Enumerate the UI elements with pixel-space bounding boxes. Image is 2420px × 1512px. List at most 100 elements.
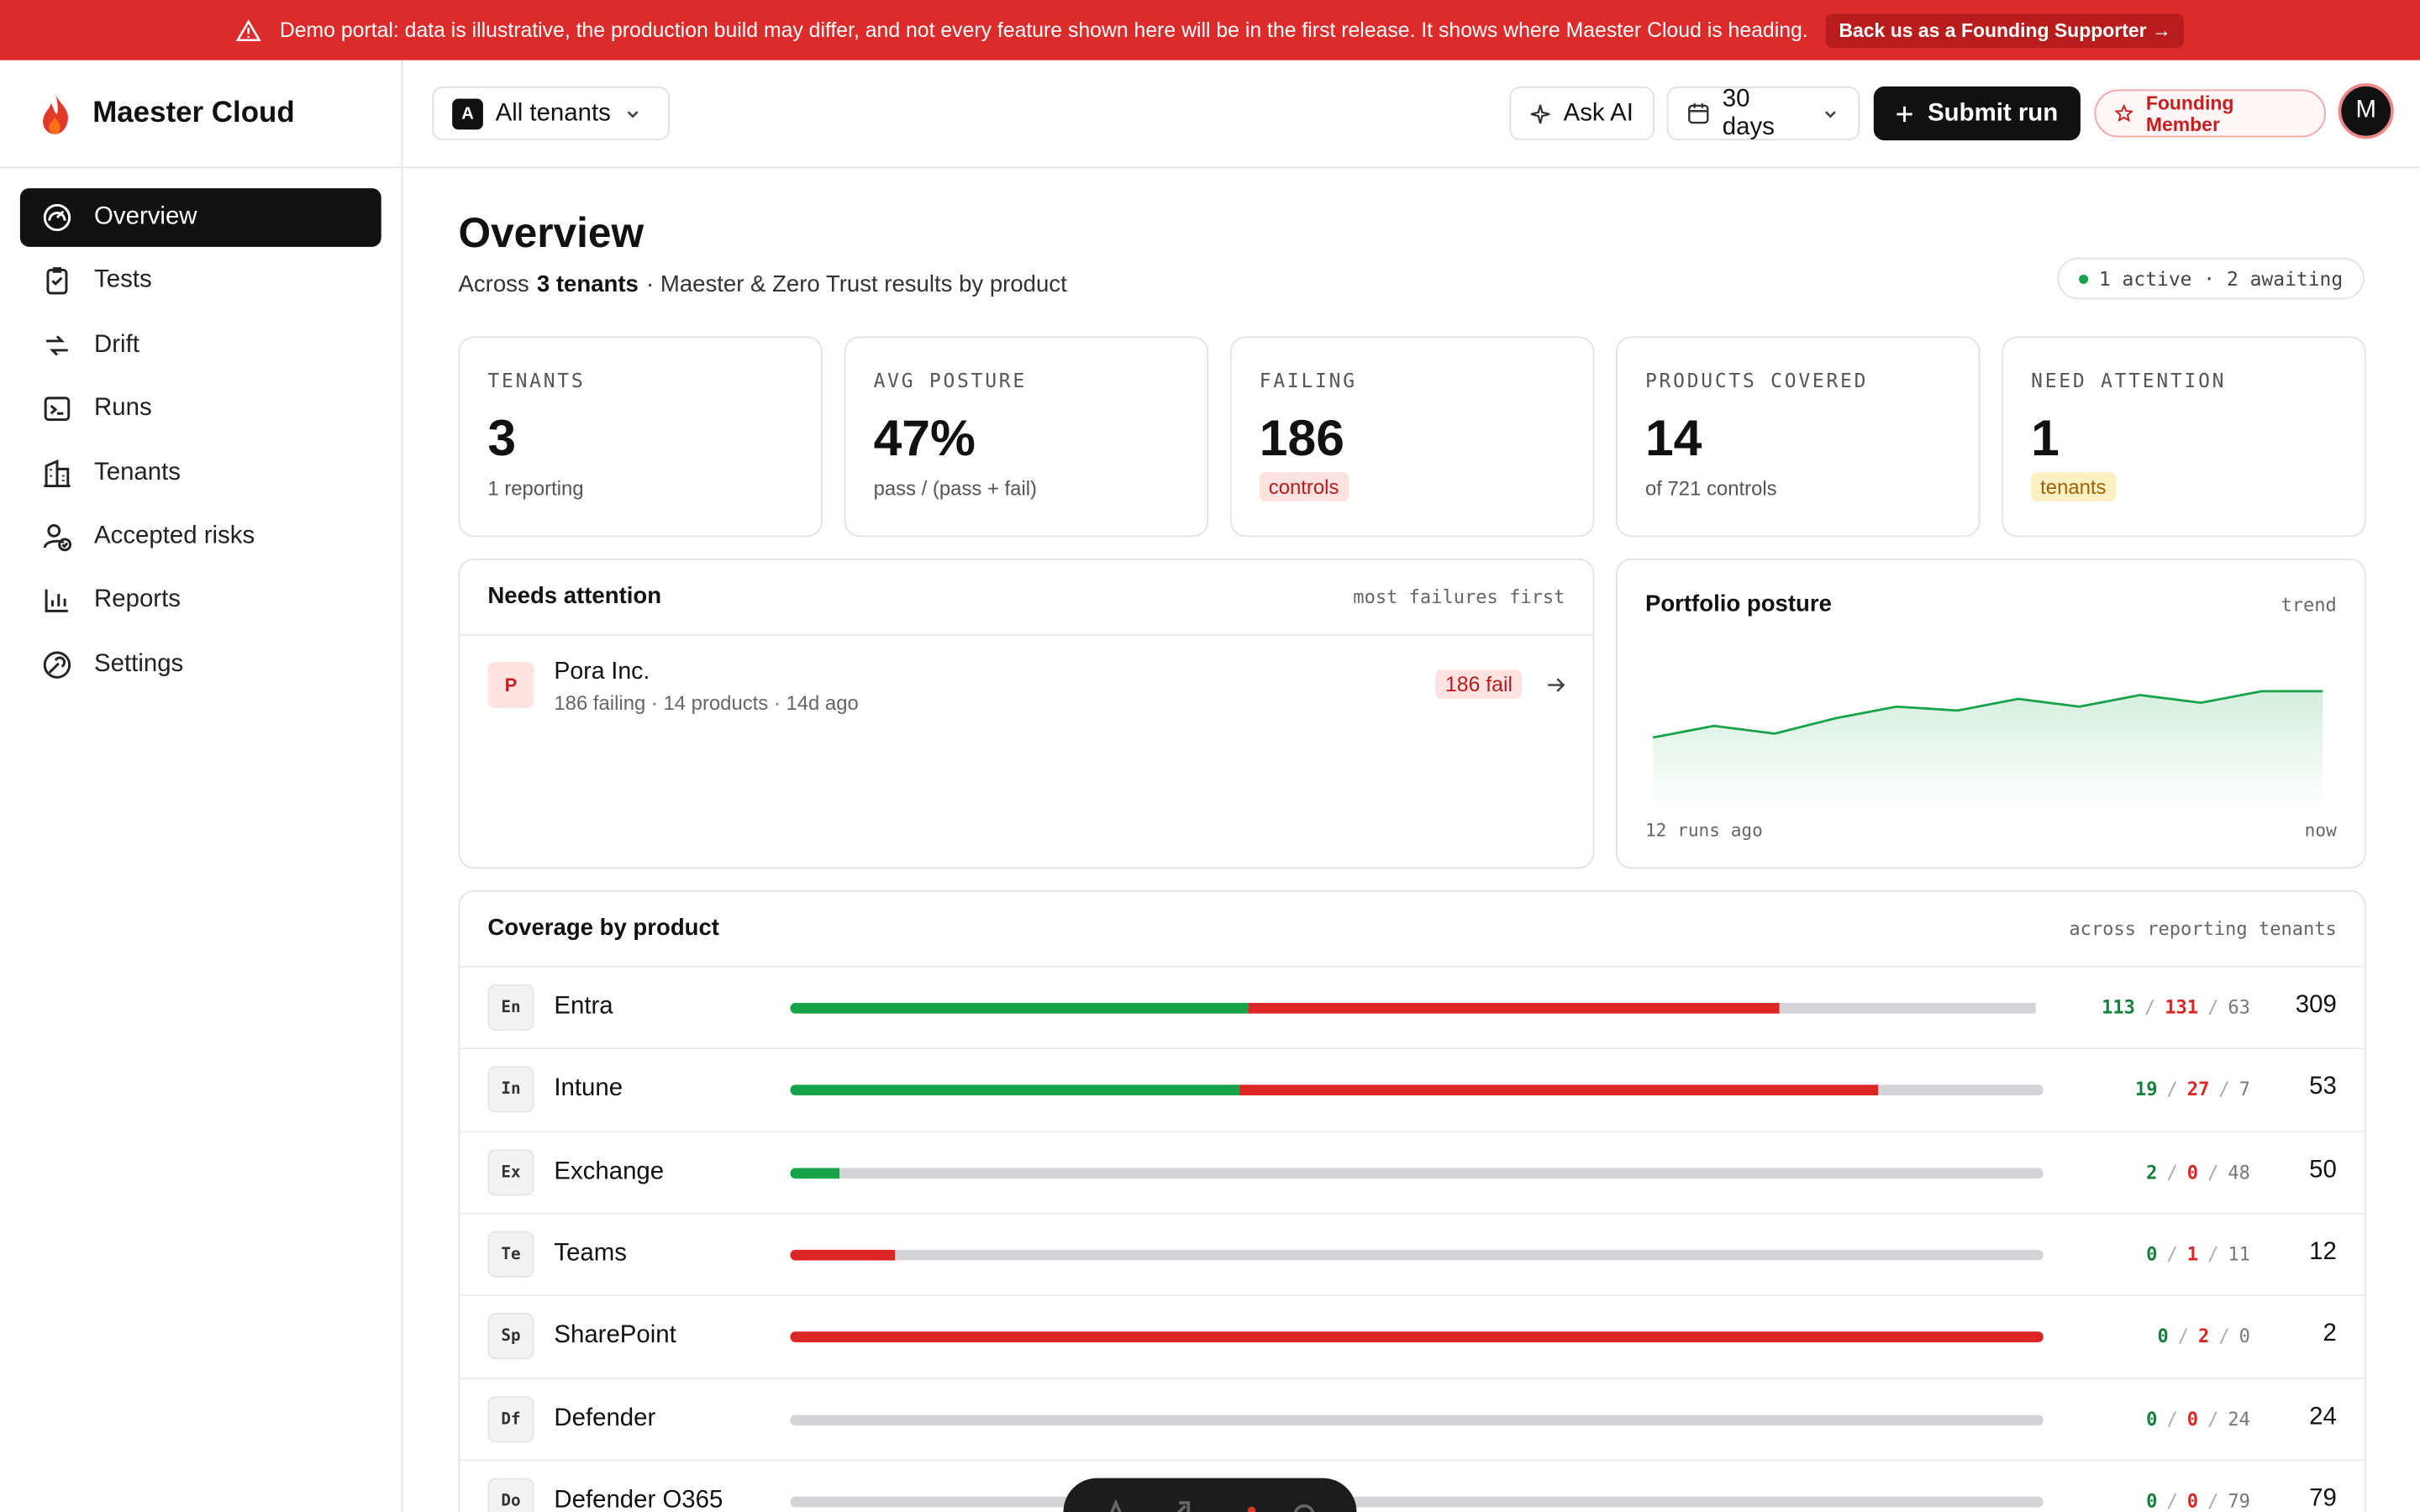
- product-total: 309: [2295, 992, 2337, 1019]
- card-hint: across reporting tenants: [2069, 917, 2337, 940]
- bar-segment-pass: [790, 1167, 841, 1179]
- tenant-select[interactable]: A All tenants: [432, 86, 671, 141]
- stat-value: 47%: [873, 408, 976, 466]
- brand: Maester Cloud: [0, 60, 402, 169]
- toolbar-icon[interactable]: [1226, 1497, 1257, 1512]
- ask-ai-button[interactable]: Ask AI: [1509, 86, 1655, 141]
- warning-icon: [236, 18, 261, 41]
- nav-icon: [43, 203, 71, 232]
- nav-item[interactable]: Runs: [20, 380, 381, 438]
- separator: /: [2144, 996, 2156, 1019]
- tenant-name: Pora Inc.: [554, 659, 650, 685]
- stat-value: 14: [1644, 408, 1702, 466]
- nav-item[interactable]: Settings: [20, 635, 381, 694]
- count-other: 48: [2228, 1161, 2250, 1184]
- bar-segment-fail: [1248, 1002, 1781, 1014]
- nav-label: Reports: [94, 586, 181, 613]
- bar-segment-pass: [790, 1002, 1249, 1014]
- stat-value: 1: [2031, 408, 2060, 466]
- stat-value: 186: [1259, 408, 1344, 466]
- coverage-counts: 113 / 131 / 63: [2102, 997, 2250, 1019]
- card-header: Needs attention most failures first: [460, 560, 1593, 636]
- stat-badge: controls: [1259, 472, 1349, 501]
- nav-item[interactable]: Reports: [20, 571, 381, 630]
- coverage-row: En Entra 113 / 131 / 63 309: [460, 965, 2365, 1049]
- separator: /: [2166, 1161, 2178, 1184]
- count-pass: 2: [2146, 1161, 2158, 1184]
- count-pass: 0: [2146, 1489, 2158, 1512]
- plus-icon: [1897, 105, 1912, 122]
- count-other: 24: [2228, 1408, 2250, 1430]
- count-fail: 1: [2186, 1243, 2199, 1265]
- founding-member-badge[interactable]: Founding Member: [2094, 89, 2326, 138]
- coverage-counts: 19 / 27 / 7: [2135, 1079, 2250, 1100]
- floating-toolbar: [1063, 1478, 1357, 1512]
- separator: /: [2166, 1079, 2178, 1101]
- separator: /: [2166, 1408, 2178, 1430]
- product-abbr: Sp: [487, 1313, 534, 1360]
- coverage-row: Sp SharePoint 0 / 2 / 0 2: [460, 1294, 2365, 1378]
- chart-start-label: 12 runs ago: [1644, 819, 1763, 842]
- bar-segment-fail: [1239, 1084, 1878, 1096]
- avatar[interactable]: M: [2338, 83, 2394, 139]
- status-dot: [2079, 274, 2089, 284]
- count-fail: 0: [2186, 1489, 2199, 1512]
- subtitle-prefix: Across: [458, 271, 529, 298]
- product-name: Defender: [554, 1404, 656, 1431]
- tenant-initial: P: [487, 661, 534, 709]
- coverage-bar: [790, 1084, 2044, 1096]
- count-fail: 0: [2186, 1408, 2199, 1430]
- coverage-row: Df Defender 0 / 0 / 24 24: [460, 1377, 2365, 1460]
- fail-badge: 186 fail: [1435, 669, 1523, 700]
- coverage-bar: [790, 1496, 2044, 1508]
- submit-run-button[interactable]: Submit run: [1873, 86, 2081, 141]
- sparkle-icon: [1530, 103, 1550, 123]
- range-select[interactable]: 30 days: [1666, 86, 1860, 141]
- bar-segment-other: [790, 1496, 2044, 1508]
- stat-card: TENANTS 3 1 reporting: [458, 336, 823, 538]
- nav-label: Tenants: [94, 459, 181, 486]
- coverage-counts: 0 / 2 / 0: [2157, 1326, 2250, 1347]
- product-name: SharePoint: [554, 1322, 676, 1349]
- separator: /: [2207, 1161, 2219, 1184]
- count-other: 79: [2228, 1489, 2250, 1512]
- bar-segment-pass: [790, 1084, 1240, 1096]
- product-abbr: En: [487, 984, 534, 1031]
- sidebar: Maester Cloud Overview Tests Drift Runs Tena…: [0, 60, 403, 1512]
- count-fail: 2: [2198, 1326, 2210, 1347]
- attention-item[interactable]: P Pora Inc. 186 failing · 14 products · 14…: [460, 636, 1592, 735]
- subtitle-bold: 3 tenants: [536, 271, 639, 298]
- coverage-bar: [790, 1249, 2044, 1261]
- status-text: 1 active · 2 awaiting: [2098, 266, 2344, 291]
- nav-item[interactable]: Drift: [20, 316, 381, 375]
- toolbar-icon[interactable]: [1101, 1497, 1132, 1512]
- coverage-bar: [790, 1002, 2043, 1014]
- count-other: 0: [2238, 1326, 2250, 1347]
- stat-badge-wrap: controls: [1259, 472, 1349, 501]
- count-fail: 27: [2186, 1079, 2210, 1101]
- nav-item[interactable]: Tests: [20, 252, 381, 311]
- chevron: [1824, 110, 1836, 118]
- stat-label: TENANTS: [487, 368, 586, 392]
- product-name: Intune: [554, 1075, 623, 1102]
- tenant-badge: A: [452, 97, 483, 129]
- nav-icon: [44, 459, 71, 487]
- nav-label: Tests: [94, 267, 152, 294]
- nav-icon: [43, 651, 71, 679]
- bar-segment-fail: [790, 1331, 2044, 1343]
- posture-line: [1652, 690, 2323, 739]
- stat-sub: of 721 controls: [1644, 476, 1777, 501]
- nav-item[interactable]: Tenants: [20, 444, 381, 502]
- stat-label: NEED ATTENTION: [2031, 368, 2227, 392]
- nav-item[interactable]: Accepted risks: [20, 507, 381, 566]
- product-name: Exchange: [554, 1158, 665, 1184]
- toolbar-icon[interactable]: [1163, 1497, 1194, 1512]
- toolbar-icon[interactable]: [1288, 1497, 1319, 1512]
- banner-link[interactable]: Back us as a Founding Supporter →: [1826, 13, 2184, 48]
- needs-attention-card: Needs attention most failures first P Por…: [458, 558, 1595, 869]
- tenant-name: All tenants: [495, 99, 611, 126]
- nav-item[interactable]: Overview: [19, 188, 381, 247]
- card-hint: trend: [2281, 594, 2337, 616]
- stat-card: FAILING 186 controls: [1229, 336, 1595, 538]
